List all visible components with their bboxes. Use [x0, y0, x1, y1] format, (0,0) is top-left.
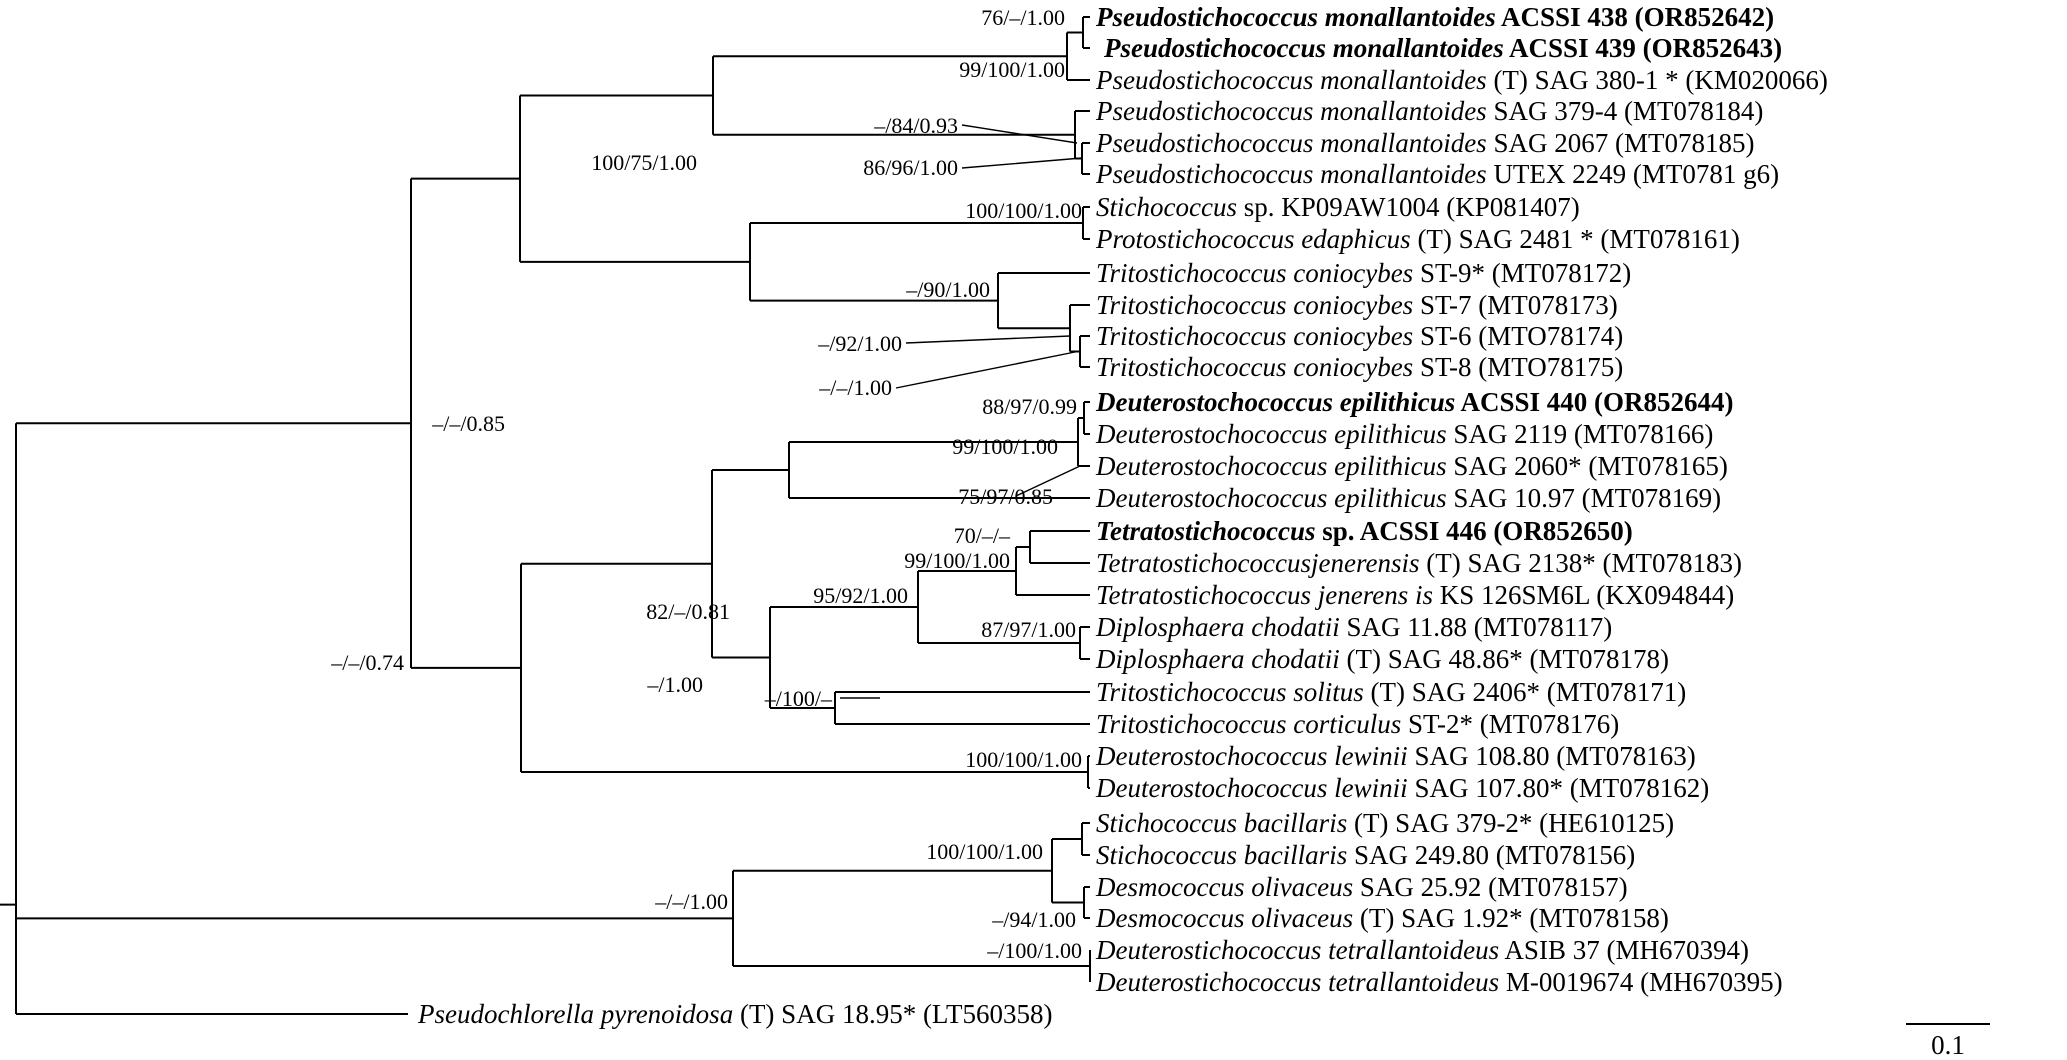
support-deutet: –/100/1.00: [986, 938, 1082, 963]
support-big-b2: –/1.00: [646, 672, 703, 697]
support-lewinii: 100/100/1.00: [965, 747, 1082, 772]
support-proto: 100/100/1.00: [965, 198, 1082, 223]
tip-label-t12: Tritostichococcus coniocybes ST-8 (MTO78…: [1096, 352, 1623, 382]
tip-label-t17: Tetratostichococcus sp. ACSSI 446 (OR852…: [1096, 516, 1633, 546]
tip-label-t2: Pseudostichococcus monallantoides ACSSI …: [1103, 33, 1782, 63]
tip-labels: Pseudostichococcus monallantoides ACSSI …: [417, 2, 1828, 1029]
tip-label-t20: Diplosphaera chodatii SAG 11.88 (MT07811…: [1095, 612, 1612, 642]
support-desmo: –/94/1.00: [991, 907, 1076, 932]
tip-label-t32: Pseudochlorella pyrenoidosa (T) SAG 18.9…: [417, 999, 1052, 1029]
support-deut-ep2: 99/100/1.00: [952, 434, 1058, 459]
tip-label-t14: Deuterostochococcus epilithicus SAG 2119…: [1095, 419, 1713, 449]
tip-label-t28: Desmococcus olivaceus SAG 25.92 (MT07815…: [1095, 872, 1628, 902]
support-deut-ep3: 75/97/0.85: [958, 484, 1053, 509]
tip-label-t29: Desmococcus olivaceus (T) SAG 1.92* (MT0…: [1095, 903, 1669, 933]
support-trito-b: –/92/1.00: [817, 331, 902, 356]
tip-label-t5: Pseudostichococcus monallantoides SAG 20…: [1095, 128, 1754, 158]
support-tetra-b: 99/100/1.00: [904, 548, 1010, 573]
support-leader-lines: [840, 124, 1083, 699]
tip-label-t26: Stichococcus bacillaris (T) SAG 379-2* (…: [1096, 808, 1674, 838]
support-trito-c: –/–/1.00: [818, 375, 892, 400]
support-pm-sub1: –/84/0.93: [873, 113, 958, 138]
tip-label-t1: Pseudostichococcus monallantoides ACSSI …: [1095, 2, 1774, 32]
scale-bar-label: 0.1: [1931, 1030, 1965, 1060]
support-tetra-a: 70/–/–: [954, 523, 1011, 548]
support-leader-line: [905, 335, 1071, 344]
tip-label-t23: Tritostichococcus corticulus ST-2* (MT07…: [1096, 709, 1619, 739]
support-tetra-dip: 95/92/1.00: [813, 583, 908, 608]
support-pm438: 76/–/1.00: [981, 5, 1065, 30]
support-trito-sc: –/100/–: [764, 686, 833, 711]
scale-bar: 0.1: [1906, 1023, 1990, 1060]
tip-label-t30: Deuterostichococcus tetrallantoideus ASI…: [1095, 935, 1749, 965]
support-stich: 100/100/1.00: [926, 839, 1043, 864]
tip-label-t16: Deuterostochococcus epilithicus SAG 10.9…: [1095, 483, 1721, 513]
tip-label-t4: Pseudostichococcus monallantoides SAG 37…: [1095, 96, 1763, 126]
support-dip: 87/97/1.00: [981, 617, 1076, 642]
support-leader-line: [1015, 465, 1081, 497]
support-ps-clade: 100/75/1.00: [591, 150, 697, 175]
support-leader-line: [961, 157, 1083, 169]
tip-label-t8: Protostichococcus edaphicus (T) SAG 2481…: [1095, 224, 1740, 254]
tip-label-t31: Deuterostichococcus tetrallantoideus M-0…: [1095, 967, 1783, 997]
tip-label-t22: Tritostichococcus solitus (T) SAG 2406* …: [1096, 677, 1686, 707]
tip-label-t10: Tritostichococcus coniocybes ST-7 (MT078…: [1096, 290, 1618, 320]
support-leader-line: [895, 350, 1081, 389]
tip-label-t25: Deuterostochococcus lewinii SAG 107.80* …: [1095, 773, 1709, 803]
support-trito-a: –/90/1.00: [905, 277, 990, 302]
support-big-b: 82/–/0.81: [646, 599, 730, 624]
support-upper: –/–/0.85: [431, 411, 505, 436]
tip-label-t9: Tritostichococcus coniocybes ST-9* (MT07…: [1096, 258, 1631, 288]
support-deut-ep1: 88/97/0.99: [982, 394, 1077, 419]
support-pm-sub2: 86/96/1.00: [863, 155, 958, 180]
tip-label-t27: Stichococcus bacillaris SAG 249.80 (MT07…: [1096, 840, 1635, 870]
support-leader-line: [961, 124, 1078, 144]
tip-label-t7: Stichococcus sp. KP09AW1004 (KP081407): [1096, 192, 1580, 222]
tip-label-t13: Deuterostochococcus epilithicus ACSSI 44…: [1095, 387, 1734, 417]
tip-label-t15: Deuterostochococcus epilithicus SAG 2060…: [1095, 451, 1728, 481]
tip-label-t24: Deuterostochococcus lewinii SAG 108.80 (…: [1095, 741, 1696, 771]
tip-label-t19: Tetratostichococcus jenerens is KS 126SM…: [1096, 580, 1734, 610]
support-labels: 76/–/1.00 99/100/1.00 –/84/0.93 86/96/1.00 1…: [330, 5, 1082, 963]
tip-label-t18: Tetratostichococcusjenerensis (T) SAG 21…: [1096, 548, 1742, 578]
support-pm-core: 99/100/1.00: [959, 57, 1065, 82]
tip-label-t21: Diplosphaera chodatii (T) SAG 48.86* (MT…: [1095, 644, 1669, 674]
tip-label-t11: Tritostichococcus coniocybes ST-6 (MTO78…: [1096, 321, 1623, 351]
support-stich-clade: –/–/1.00: [654, 889, 728, 914]
tip-label-t3: Pseudostichococcus monallantoides (T) SA…: [1095, 65, 1828, 95]
support-ingroup: –/–/0.74: [330, 650, 404, 675]
tree-branches: [0, 16, 1091, 1015]
tip-label-t6: Pseudostichococcus monallantoides UTEX 2…: [1095, 159, 1779, 189]
